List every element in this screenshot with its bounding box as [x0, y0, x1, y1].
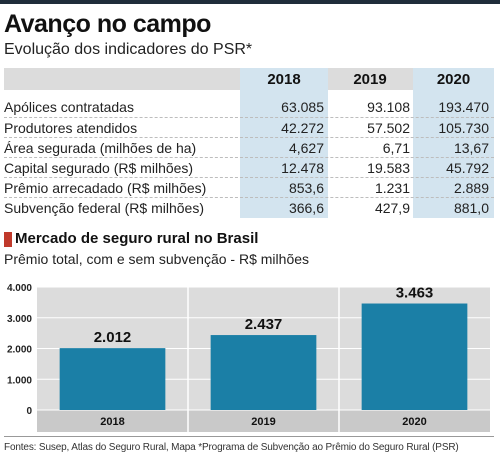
table-row: Capital segurado (R$ milhões) 12.478 19.…	[4, 158, 494, 178]
bar-value-label: 2.012	[94, 329, 132, 346]
table-row: Produtores atendidos 42.272 57.502 105.7…	[4, 118, 494, 138]
table-column-header: 2020	[436, 71, 471, 88]
table-row: Área segurada (milhões de ha) 4,627 6,71…	[4, 138, 494, 158]
row-label: Apólices contratadas	[4, 99, 134, 115]
table-cell: 6,71	[382, 140, 410, 156]
row-divider	[4, 157, 494, 158]
table-cell: 1.231	[374, 180, 410, 196]
table-cell: 12.478	[281, 160, 324, 176]
bar-chart: 2.012 2.437 3.463 0 1.000 2.000 3.000 4.000 20…	[7, 283, 490, 432]
source-note: Fontes: Susep, Atlas do Seguro Rural, Ma…	[4, 442, 459, 453]
row-label: Capital segurado (R$ milhões)	[4, 160, 194, 176]
row-divider	[4, 177, 494, 178]
table-column-header: 2019	[353, 71, 387, 88]
y-tick-label: 2.000	[7, 345, 32, 356]
bar-value-label: 2.437	[245, 316, 283, 333]
x-axis-band	[37, 410, 490, 432]
page-title: Avanço no campo	[4, 10, 211, 38]
page-subtitle: Evolução dos indicadores do PSR*	[4, 41, 253, 58]
table-cell: 42.272	[281, 120, 324, 136]
table-cell: 13,67	[453, 140, 489, 156]
col-highlight-2018	[240, 68, 328, 218]
row-label: Subvenção federal (R$ milhões)	[4, 200, 204, 216]
row-label: Prêmio arrecadado (R$ milhões)	[4, 180, 207, 196]
y-tick-label: 1.000	[7, 375, 32, 386]
table-cell: 19.583	[367, 160, 410, 176]
table-cell: 4,627	[288, 140, 324, 156]
table-row: Apólices contratadas 63.085 93.108 193.4…	[4, 97, 494, 117]
section-subtitle: Prêmio total, com e sem subvenção - R$ m…	[4, 251, 310, 267]
x-tick-label: 2018	[100, 416, 124, 428]
table-column-header: 2018	[267, 71, 301, 88]
col-highlight-2020	[413, 68, 494, 218]
row-divider	[4, 117, 494, 118]
table-cell: 63.085	[281, 99, 324, 115]
table-cell: 45.792	[446, 160, 489, 176]
table-cell: 93.108	[367, 99, 410, 115]
table-cell: 193.470	[438, 99, 489, 115]
table-cell: 853,6	[288, 180, 324, 196]
bar	[361, 303, 468, 410]
bar-value-label: 3.463	[396, 285, 434, 302]
table-cell: 881,0	[453, 200, 489, 216]
table-cell: 105.730	[438, 120, 489, 136]
y-tick-label: 3.000	[7, 314, 32, 325]
row-label: Produtores atendidos	[4, 120, 138, 136]
x-tick-label: 2020	[402, 416, 426, 428]
table-row: Subvenção federal (R$ milhões) 366,6 427…	[4, 198, 494, 218]
y-tick-label: 0	[26, 406, 32, 417]
y-tick-label: 4.000	[7, 283, 32, 294]
x-tick-label: 2019	[251, 416, 275, 428]
top-rule	[0, 0, 500, 4]
footer-rule	[4, 436, 494, 437]
row-divider	[4, 197, 494, 198]
table-cell: 366,6	[288, 200, 324, 216]
section-title: Mercado de seguro rural no Brasil	[15, 230, 259, 247]
section-marker	[4, 232, 12, 247]
row-label: Área segurada (milhões de ha)	[4, 140, 197, 156]
bar	[59, 348, 166, 410]
row-divider	[4, 137, 494, 138]
table-cell: 427,9	[374, 200, 410, 216]
table-cell: 2.889	[453, 180, 489, 196]
table-row: Prêmio arrecadado (R$ milhões) 853,6 1.2…	[4, 178, 494, 198]
table-cell: 57.502	[367, 120, 410, 136]
bar	[210, 335, 317, 410]
